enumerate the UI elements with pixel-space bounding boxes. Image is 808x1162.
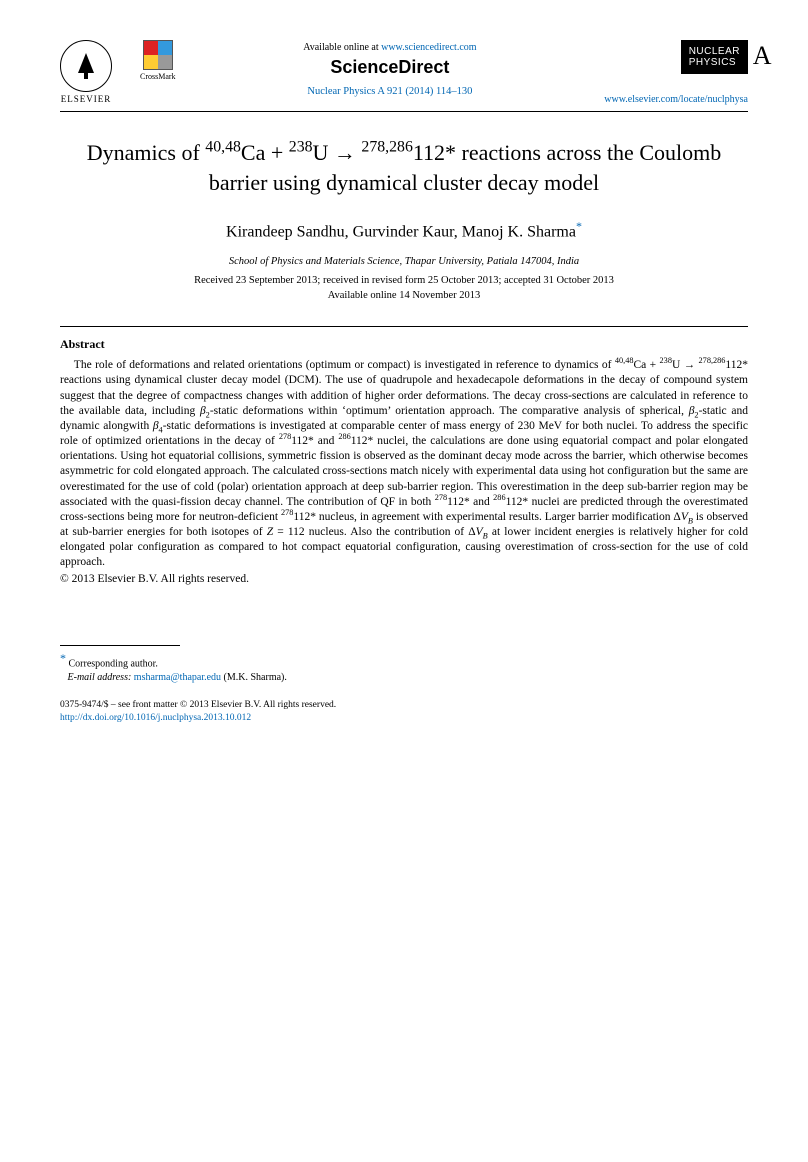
header-left: ELSEVIER CrossMark — [60, 40, 176, 104]
header-center: Available online at www.sciencedirect.co… — [176, 40, 605, 97]
available-online: Available online at www.sciencedirect.co… — [176, 42, 605, 53]
header-row: ELSEVIER CrossMark Available online at w… — [60, 40, 748, 105]
journal-reference[interactable]: Nuclear Physics A 921 (2014) 114–130 — [176, 86, 605, 97]
np-line2: PHYSICS — [689, 57, 736, 68]
elsevier-label: ELSEVIER — [61, 94, 112, 104]
authors: Kirandeep Sandhu, Gurvinder Kaur, Manoj … — [60, 219, 748, 241]
abstract-body: The role of deformations and related ori… — [60, 358, 748, 570]
crossmark-badge[interactable]: CrossMark — [140, 40, 176, 81]
dates-line1: Received 23 September 2013; received in … — [194, 275, 614, 286]
locate-link[interactable]: www.elsevier.com/locate/nuclphysa — [604, 94, 748, 105]
elsevier-logo: ELSEVIER — [60, 40, 112, 104]
author-email[interactable]: msharma@thapar.edu — [134, 672, 221, 683]
footnote-block: * Corresponding author. E-mail address: … — [60, 650, 748, 685]
abstract-rule — [60, 326, 748, 327]
crossmark-icon — [143, 40, 173, 70]
top-rule — [60, 111, 748, 112]
issn-line: 0375-9474/$ – see front matter © 2013 El… — [60, 700, 336, 710]
np-line1: NUCLEAR — [689, 46, 740, 57]
doi-link[interactable]: http://dx.doi.org/10.1016/j.nuclphysa.20… — [60, 713, 251, 723]
bottom-block: 0375-9474/$ – see front matter © 2013 El… — [60, 699, 748, 725]
sciencedirect-url[interactable]: www.sciencedirect.com — [381, 42, 476, 53]
article-dates: Received 23 September 2013; received in … — [60, 273, 748, 305]
email-label: E-mail address: — [68, 672, 132, 683]
affiliation: School of Physics and Materials Science,… — [60, 256, 748, 267]
dates-line2: Available online 14 November 2013 — [328, 290, 481, 301]
abstract-heading: Abstract — [60, 337, 748, 352]
available-prefix: Available online at — [303, 42, 381, 53]
np-letter: A — [753, 42, 772, 71]
star-icon: * — [60, 651, 66, 665]
email-name: (M.K. Sharma). — [224, 672, 287, 683]
article-title: Dynamics of 40,48Ca + 238U → 278,286112*… — [60, 138, 748, 197]
nuclear-physics-logo: NUCLEAR PHYSICS A — [681, 40, 748, 74]
corresponding-label: Corresponding author. — [69, 658, 158, 669]
elsevier-tree-icon — [60, 40, 112, 92]
footnote-rule — [60, 645, 180, 646]
sciencedirect-wordmark: ScienceDirect — [176, 57, 605, 78]
header-right: NUCLEAR PHYSICS A www.elsevier.com/locat… — [604, 40, 748, 105]
copyright: © 2013 Elsevier B.V. All rights reserved… — [60, 573, 748, 585]
crossmark-label: CrossMark — [140, 72, 176, 81]
